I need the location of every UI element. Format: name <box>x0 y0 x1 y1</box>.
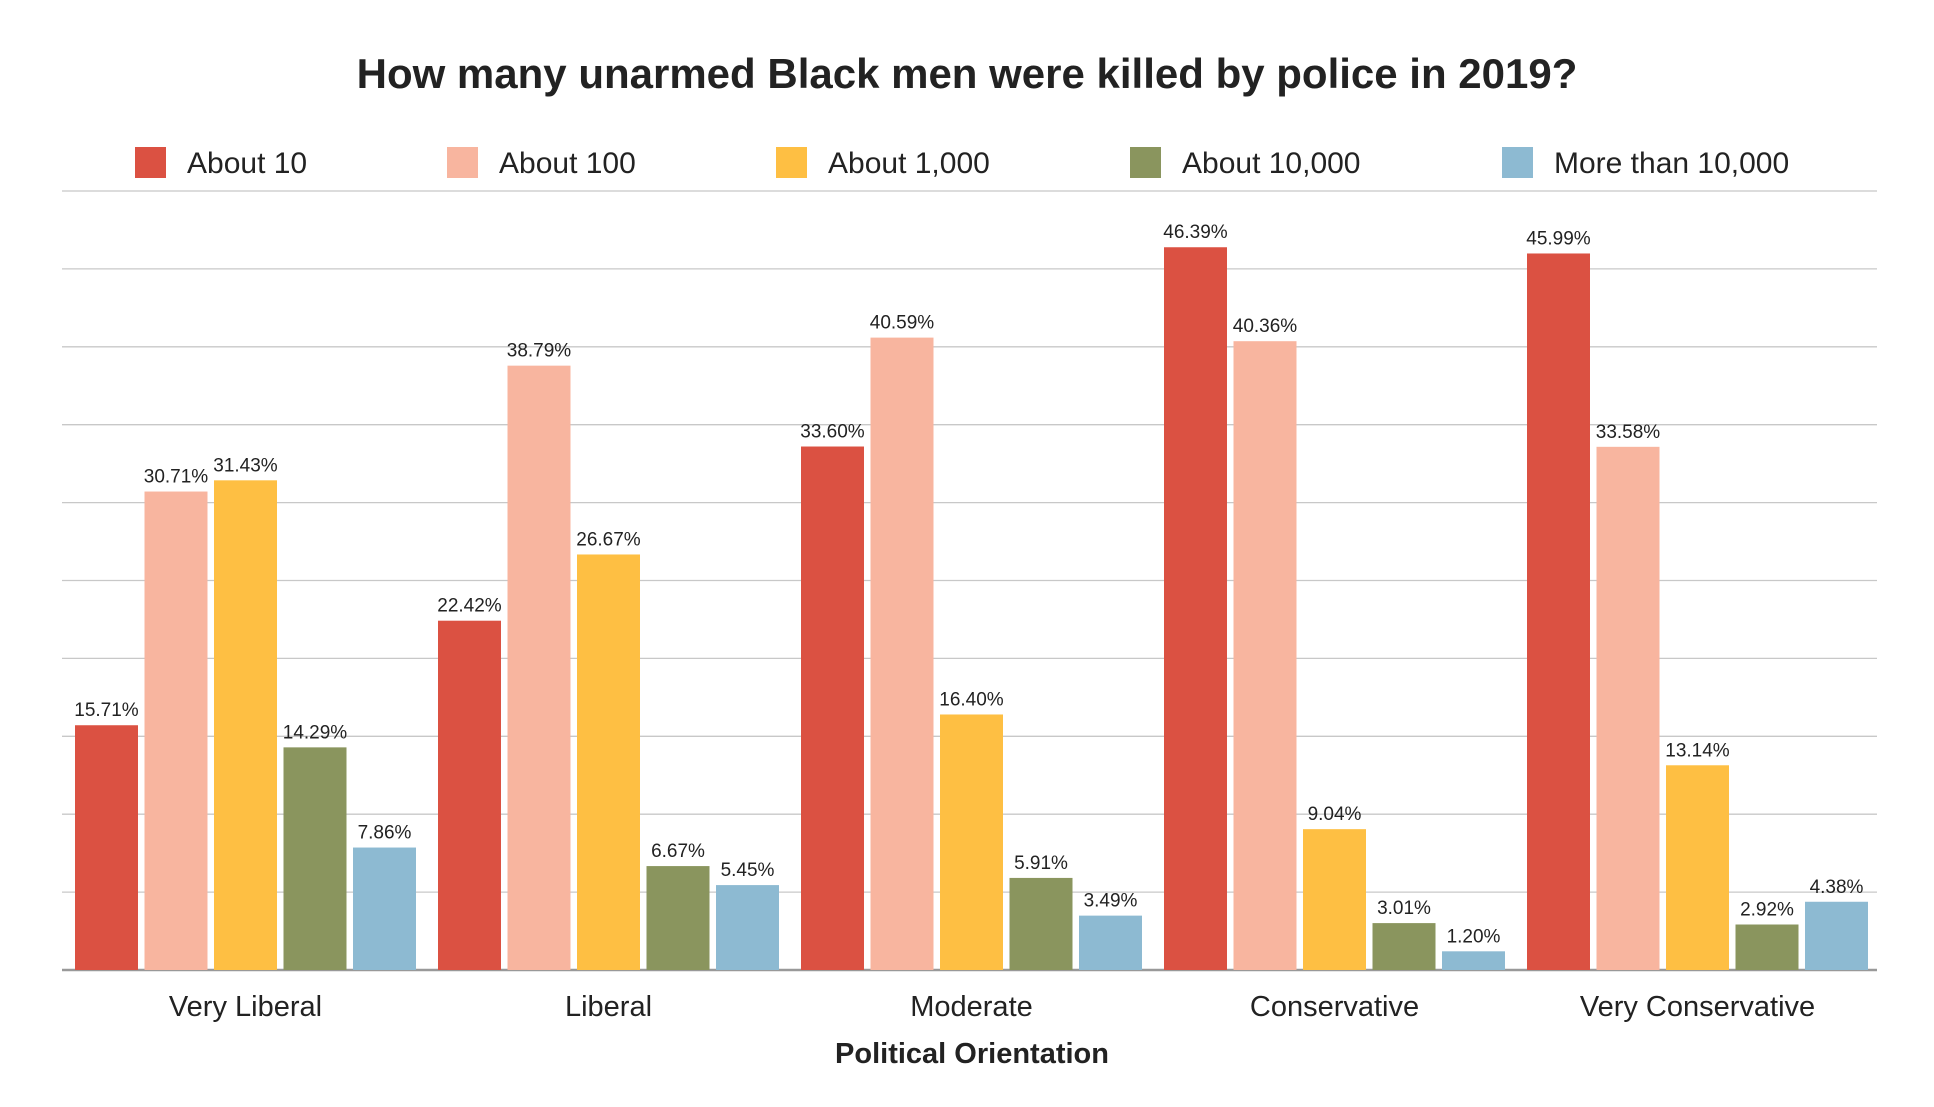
data-label: 5.45% <box>721 860 775 881</box>
data-label: 6.67% <box>651 841 705 862</box>
data-label: 33.60% <box>800 422 865 443</box>
category-label: Very Liberal <box>169 991 322 1023</box>
bar <box>283 747 347 970</box>
category-label: Liberal <box>565 991 652 1023</box>
data-label: 3.49% <box>1084 891 1138 912</box>
bar <box>577 554 640 970</box>
data-label: 40.36% <box>1233 316 1298 337</box>
bar <box>507 365 571 970</box>
data-label: 31.43% <box>213 455 278 476</box>
data-label: 13.14% <box>1665 740 1730 761</box>
data-label: 33.58% <box>1596 422 1661 443</box>
data-label: 2.92% <box>1740 900 1794 921</box>
legend-label: More than 10,000 <box>1554 147 1789 180</box>
data-label: 9.04% <box>1308 804 1362 825</box>
bar <box>940 714 1003 970</box>
bar <box>144 491 208 970</box>
data-label: 14.29% <box>283 722 348 743</box>
legend-swatch <box>447 147 478 178</box>
legend-label: About 10,000 <box>1182 147 1361 180</box>
legend-label: About 1,000 <box>828 147 990 180</box>
data-label: 1.20% <box>1447 926 1501 947</box>
legend: About 10 About 100 About 1,000 About 10,000… <box>135 147 1789 180</box>
data-label: 3.01% <box>1377 898 1431 919</box>
bar <box>353 847 416 970</box>
category-label: Conservative <box>1250 991 1419 1023</box>
data-label: 38.79% <box>507 341 572 362</box>
legend-label: About 100 <box>499 147 636 180</box>
category-labels: Very Liberal Liberal Moderate Conservative V… <box>169 991 1815 1023</box>
category-label: Moderate <box>910 991 1033 1023</box>
data-label: 30.71% <box>144 467 209 488</box>
bar <box>1372 923 1436 970</box>
bar <box>1596 446 1660 970</box>
data-label: 46.39% <box>1163 222 1228 243</box>
bar <box>75 725 138 970</box>
x-axis-title: Political Orientation <box>835 1038 1109 1070</box>
chart-title: How many unarmed Black men were killed b… <box>357 50 1578 97</box>
category-label: Very Conservative <box>1580 991 1815 1023</box>
bar <box>1079 915 1142 970</box>
bar <box>1233 341 1297 971</box>
bar <box>646 866 710 970</box>
legend-swatch <box>1502 147 1533 178</box>
data-label: 16.40% <box>939 689 1004 710</box>
data-label: 15.71% <box>74 700 139 721</box>
bar <box>1442 951 1505 970</box>
data-label: 5.91% <box>1014 853 1068 874</box>
bar <box>1164 247 1227 971</box>
bar <box>1735 924 1799 970</box>
legend-label: About 10 <box>187 147 307 180</box>
legend-swatch <box>776 147 807 178</box>
bars: 15.71% 30.71%31.43% 14.29% 7.86% 22.42% 38.79… <box>74 222 1868 971</box>
bar <box>801 446 864 971</box>
bar <box>1009 877 1073 970</box>
bar <box>1666 765 1729 970</box>
bar <box>716 885 779 970</box>
bar <box>214 480 277 970</box>
bar <box>438 620 501 970</box>
legend-swatch <box>135 147 166 178</box>
data-label: 45.99% <box>1526 228 1591 249</box>
data-label: 4.38% <box>1810 877 1864 898</box>
legend-swatch <box>1130 147 1161 178</box>
bar <box>1527 253 1590 970</box>
data-label: 22.42% <box>437 596 502 617</box>
bar <box>1805 901 1868 970</box>
bar <box>1303 829 1366 970</box>
data-label: 7.86% <box>358 823 412 844</box>
bar <box>870 337 934 970</box>
data-label: 40.59% <box>870 313 935 334</box>
data-label: 26.67% <box>576 529 641 550</box>
